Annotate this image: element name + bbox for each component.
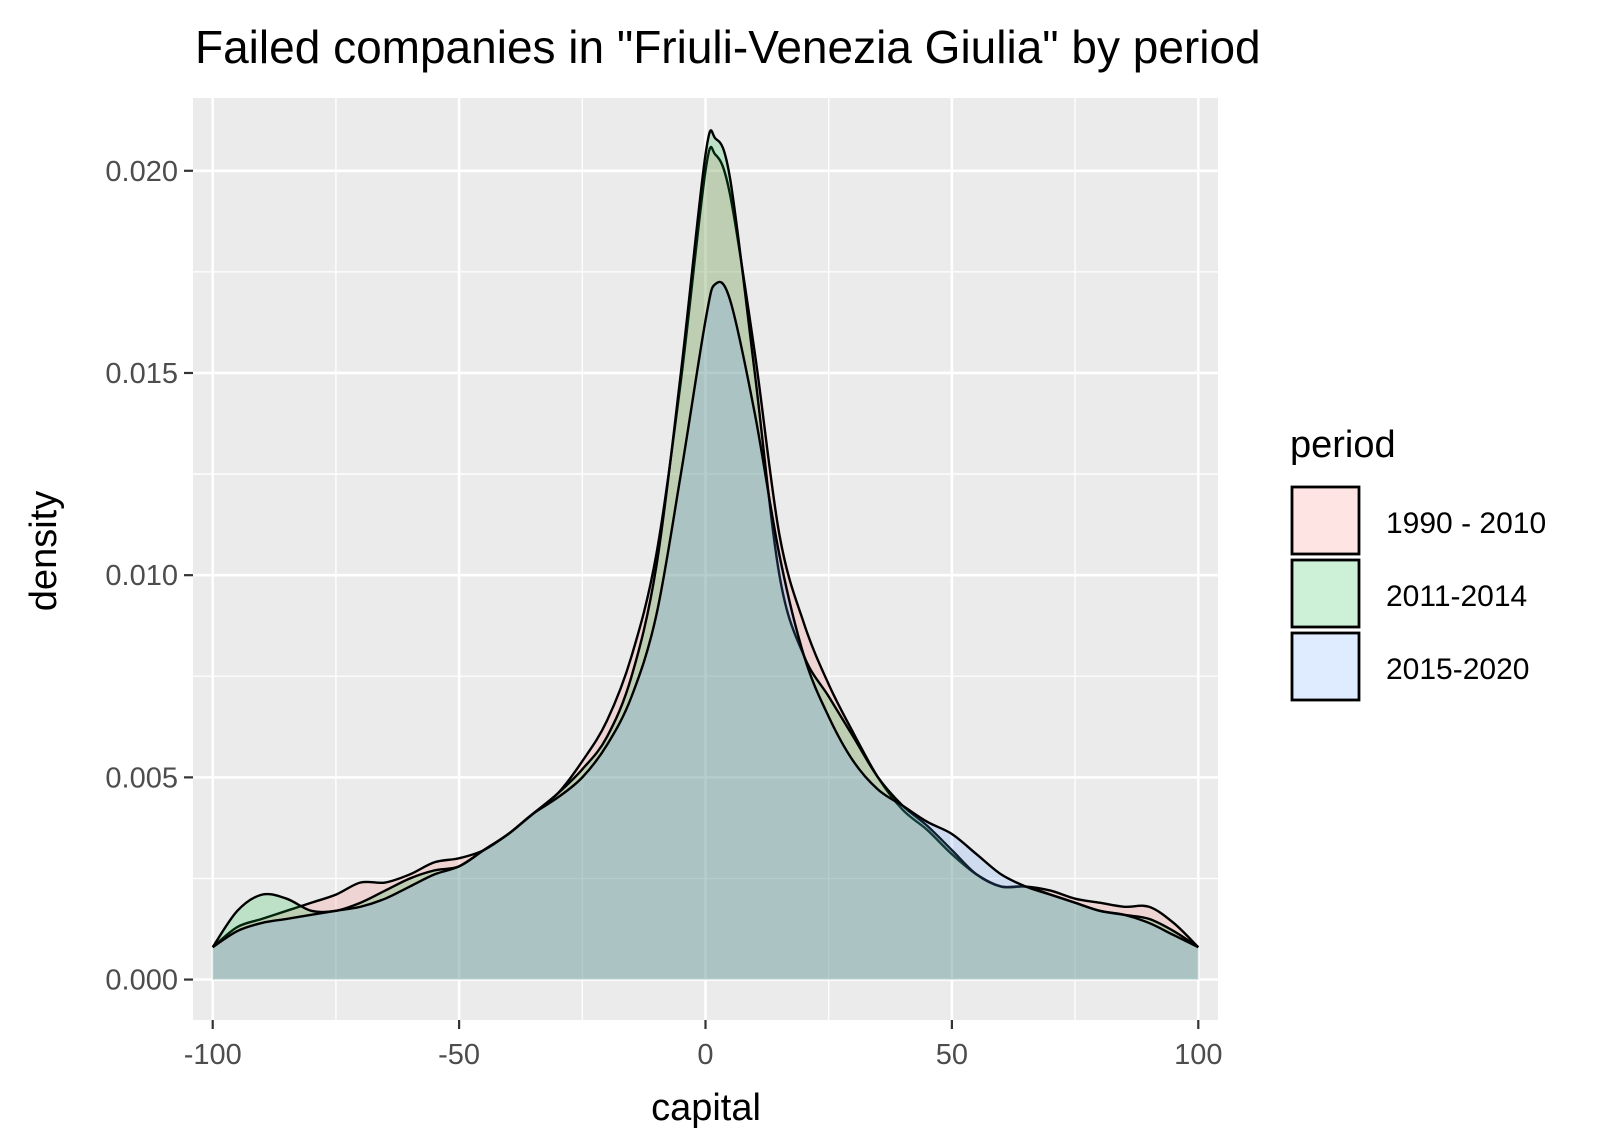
legend-key-background (1292, 560, 1359, 627)
y-tick-label: 0.005 (105, 762, 178, 794)
legend: period 1990 - 2010 2011-2014 2015-2020 (1290, 424, 1546, 702)
density-areas (211, 129, 1200, 980)
legend-label: 1990 - 2010 (1386, 507, 1546, 540)
density-line-2 (211, 129, 1199, 949)
density-area-3 (212, 281, 1199, 980)
x-tick-label: -50 (438, 1039, 480, 1071)
x-tick-label: 0 (697, 1039, 713, 1071)
density-area-2 (212, 130, 1199, 980)
density-line-3 (212, 280, 1199, 949)
y-tick-label: 0.015 (105, 358, 178, 390)
legend-key-background (1292, 487, 1359, 554)
plot-panel (193, 98, 1218, 1020)
x-tick-label: -100 (184, 1039, 242, 1071)
legend-key-swatch (1290, 558, 1361, 629)
chart-title: Failed companies in "Friuli-Venezia Giul… (195, 21, 1261, 73)
x-tick-label: 100 (1174, 1039, 1222, 1071)
density-area-1 (212, 147, 1199, 980)
y-tick-label: 0.000 (105, 965, 178, 997)
x-axis-title: capital (651, 1087, 761, 1129)
legend-label: 2011-2014 (1386, 580, 1527, 613)
legend-items: 1990 - 2010 2011-2014 2015-2020 (1290, 485, 1546, 702)
legend-key-swatch (1290, 485, 1361, 556)
y-tick-label: 0.020 (105, 156, 178, 188)
y-axis: 0.000 0.005 0.010 0.015 0.020 (105, 156, 193, 997)
legend-key-background (1292, 633, 1359, 700)
y-tick-label: 0.010 (105, 560, 178, 592)
x-axis: -100 -50 0 50 100 (184, 1020, 1222, 1071)
legend-label: 2015-2020 (1386, 653, 1529, 686)
legend-key-swatch (1290, 631, 1361, 702)
legend-title: period (1290, 424, 1396, 466)
y-axis-title: density (23, 491, 65, 611)
x-tick-label: 50 (936, 1039, 968, 1071)
